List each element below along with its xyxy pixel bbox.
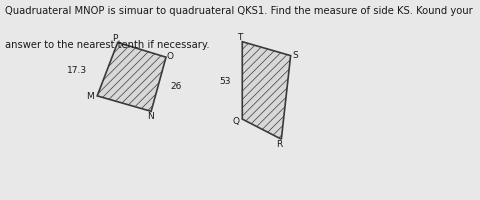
Text: Quadruateral MNOP is simuar to quadruateral QKS1. Find the measure of side KS. K: Quadruateral MNOP is simuar to quadruate… [5, 6, 472, 16]
Text: 17.3: 17.3 [67, 66, 87, 75]
Text: Q: Q [232, 117, 239, 125]
Text: R: R [276, 139, 283, 148]
Text: P: P [112, 33, 118, 42]
Text: O: O [166, 52, 173, 61]
Text: 26: 26 [171, 81, 182, 90]
Polygon shape [242, 42, 290, 140]
Text: S: S [293, 51, 299, 60]
Text: 53: 53 [220, 77, 231, 85]
Polygon shape [97, 43, 166, 112]
Text: T: T [237, 33, 242, 42]
Text: M: M [86, 92, 94, 101]
Text: N: N [147, 112, 154, 121]
Text: answer to the nearest tenth if necessary.: answer to the nearest tenth if necessary… [5, 40, 209, 50]
